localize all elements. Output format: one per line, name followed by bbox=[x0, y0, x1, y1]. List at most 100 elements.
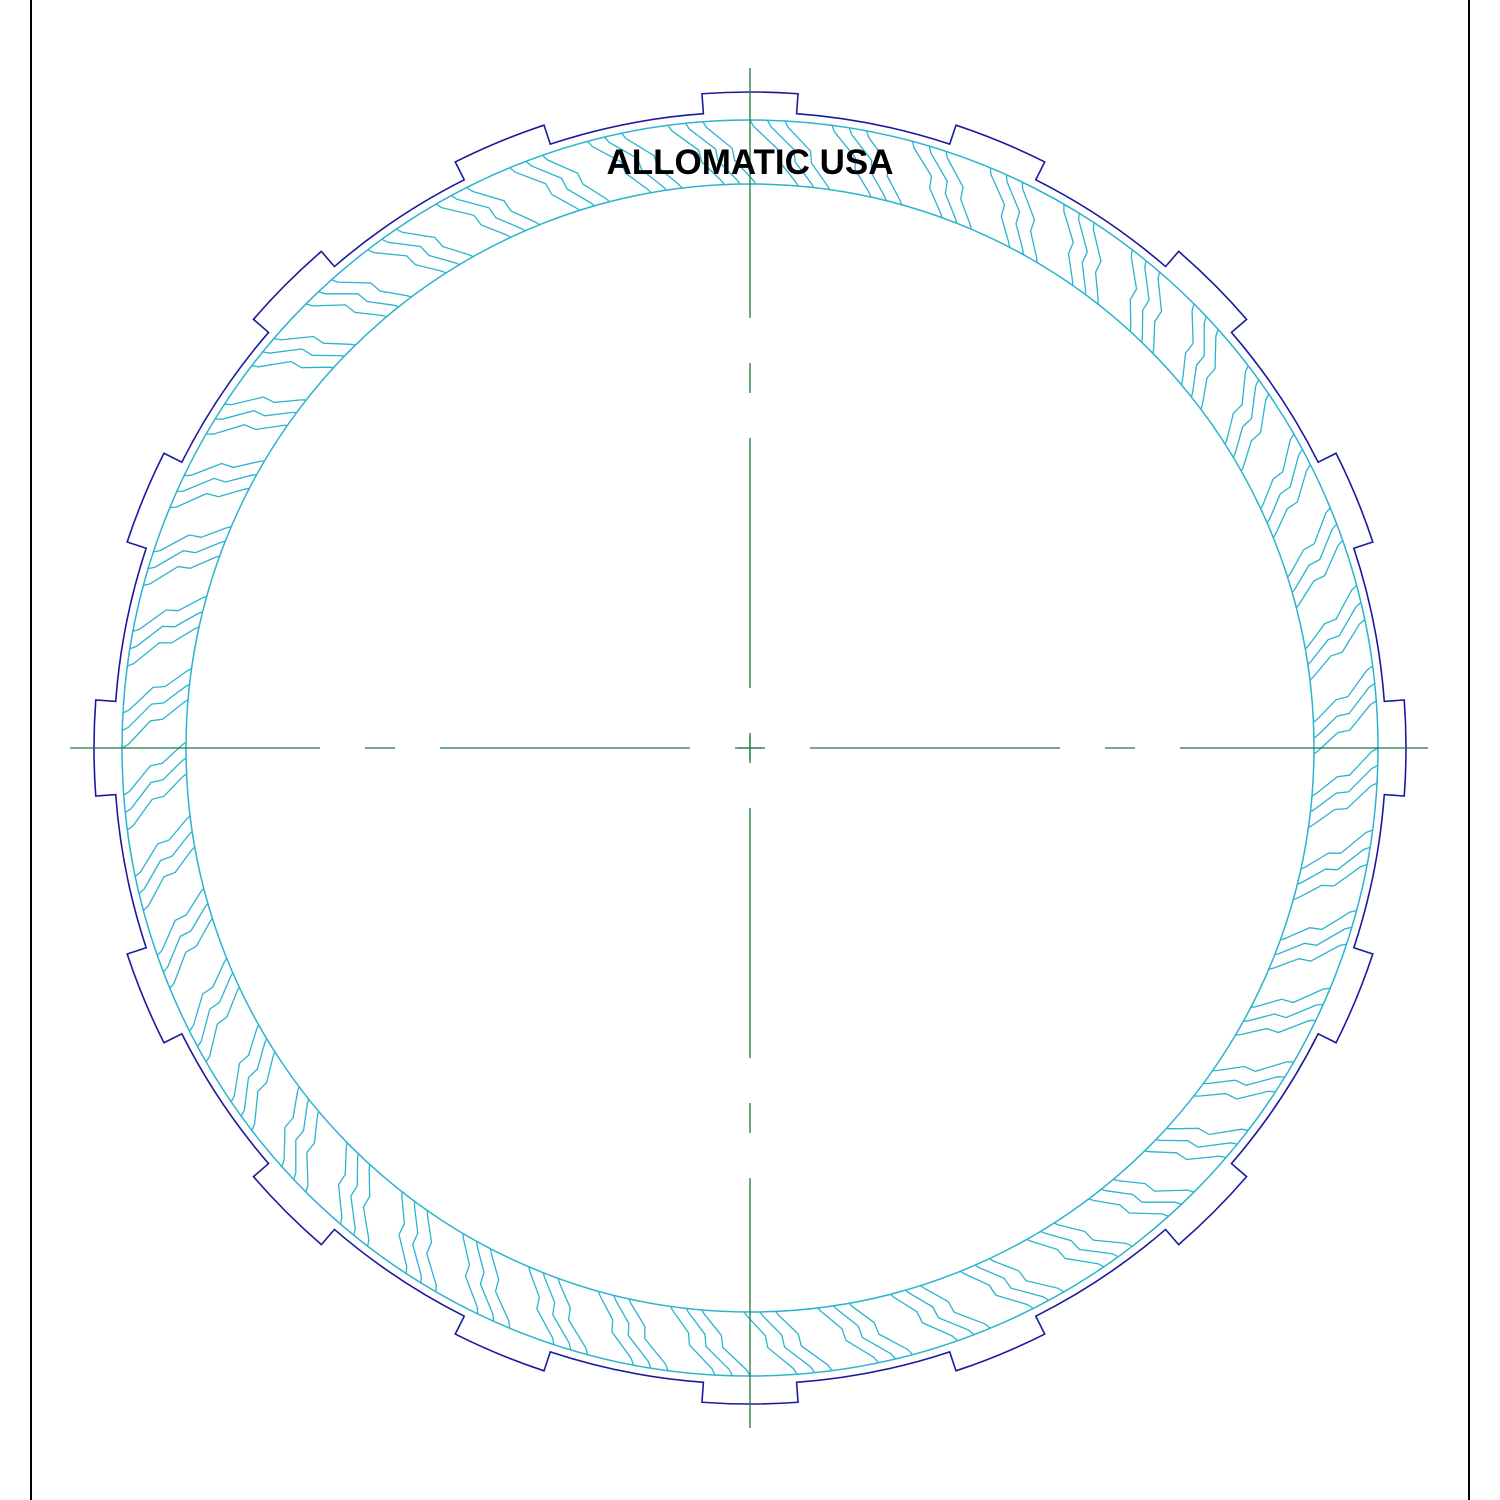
groove-line bbox=[557, 1278, 589, 1355]
groove-line bbox=[475, 1241, 495, 1322]
groove-line bbox=[1078, 213, 1088, 295]
groove-line bbox=[1280, 909, 1357, 941]
groove-line bbox=[1203, 1076, 1285, 1086]
groove-line bbox=[138, 830, 193, 894]
groove-line bbox=[889, 1293, 959, 1342]
groove-line bbox=[587, 140, 652, 194]
groove-line bbox=[974, 1264, 1050, 1301]
groove-line bbox=[489, 1248, 511, 1329]
groove-line bbox=[621, 132, 683, 189]
groove-line bbox=[398, 1191, 408, 1274]
groove-line bbox=[928, 146, 958, 224]
groove-line bbox=[1235, 1019, 1316, 1036]
groove-line bbox=[331, 279, 412, 298]
groove-line bbox=[988, 1258, 1065, 1293]
groove-line bbox=[1026, 1238, 1105, 1268]
groove-line bbox=[162, 903, 209, 973]
groove-line bbox=[743, 1311, 798, 1375]
groove-line bbox=[129, 610, 204, 650]
groove-line bbox=[240, 1038, 268, 1117]
groove-line bbox=[1141, 260, 1150, 343]
groove-line bbox=[920, 1285, 991, 1329]
groove-line bbox=[911, 141, 943, 218]
groove-line bbox=[205, 986, 240, 1063]
groove-line bbox=[1308, 782, 1378, 829]
groove-line bbox=[1200, 329, 1219, 410]
groove-line bbox=[350, 1153, 359, 1236]
groove-line bbox=[293, 1098, 310, 1180]
groove-line bbox=[685, 1308, 734, 1377]
groove-line bbox=[1274, 926, 1352, 956]
groove-line bbox=[542, 1272, 572, 1350]
groove-line bbox=[604, 136, 668, 191]
groove-line bbox=[1250, 987, 1331, 1009]
groove-line bbox=[1292, 863, 1368, 901]
groove-line bbox=[1113, 1178, 1195, 1193]
groove-line bbox=[305, 303, 387, 318]
groove-line bbox=[134, 815, 191, 877]
groove-line bbox=[669, 1306, 716, 1376]
groove-line bbox=[153, 526, 232, 553]
groove-line bbox=[121, 683, 190, 732]
groove-line bbox=[197, 972, 234, 1048]
groove-line bbox=[1193, 1090, 1276, 1100]
groove-line bbox=[1144, 1150, 1227, 1161]
groove-line bbox=[395, 228, 474, 258]
groove-line bbox=[156, 887, 205, 957]
groove-line bbox=[132, 595, 208, 633]
groove-line bbox=[612, 1294, 652, 1369]
groove-line bbox=[318, 291, 400, 308]
groove-line bbox=[1312, 665, 1373, 723]
groove-line bbox=[169, 918, 213, 989]
groove-line bbox=[123, 741, 187, 796]
groove-line bbox=[865, 130, 903, 206]
groove-line bbox=[1287, 507, 1331, 578]
groove-line bbox=[832, 1305, 896, 1360]
groove-line bbox=[1300, 829, 1373, 870]
groove-line bbox=[124, 757, 187, 814]
groove-line bbox=[509, 167, 580, 211]
groove-line bbox=[775, 1310, 833, 1371]
groove-line bbox=[435, 203, 512, 238]
groove-line bbox=[528, 1266, 555, 1345]
groove-line bbox=[142, 846, 196, 911]
groove-line bbox=[1190, 316, 1207, 398]
groove-line bbox=[1040, 1230, 1119, 1258]
groove-line bbox=[1240, 393, 1270, 472]
groove-line bbox=[1180, 303, 1195, 385]
facing-groove-pattern bbox=[121, 119, 1379, 1377]
groove-line bbox=[1212, 1061, 1294, 1072]
groove-line bbox=[1268, 943, 1347, 970]
groove-line bbox=[701, 1309, 751, 1377]
groove-line bbox=[525, 160, 595, 207]
groove-line bbox=[251, 1051, 276, 1131]
groove-line bbox=[127, 773, 188, 831]
groove-line bbox=[1272, 464, 1312, 538]
groove-line bbox=[206, 424, 288, 435]
groove-line bbox=[176, 473, 257, 493]
groove-line bbox=[1232, 379, 1260, 458]
groove-line bbox=[450, 195, 526, 232]
groove-line bbox=[1291, 523, 1338, 593]
groove-line bbox=[766, 119, 815, 188]
groove-line bbox=[1313, 700, 1377, 755]
groove-line bbox=[1021, 182, 1038, 263]
groove-line bbox=[273, 335, 356, 346]
groove-line bbox=[1309, 619, 1366, 681]
groove-line bbox=[1224, 365, 1249, 445]
groove-line bbox=[1129, 249, 1138, 332]
groove-line bbox=[817, 1307, 879, 1364]
groove-line bbox=[1053, 1222, 1133, 1247]
groove-line bbox=[684, 122, 741, 185]
groove-line bbox=[1313, 682, 1376, 739]
groove-line bbox=[262, 348, 345, 357]
groove-line bbox=[1310, 764, 1379, 813]
groove-line bbox=[1266, 448, 1303, 524]
groove-line bbox=[1295, 539, 1344, 609]
groove-line bbox=[127, 626, 200, 667]
groove-line bbox=[184, 460, 265, 477]
groove-line bbox=[784, 120, 831, 190]
groove-line bbox=[305, 1111, 320, 1193]
groove-line bbox=[122, 667, 192, 714]
groove-line bbox=[188, 958, 228, 1032]
